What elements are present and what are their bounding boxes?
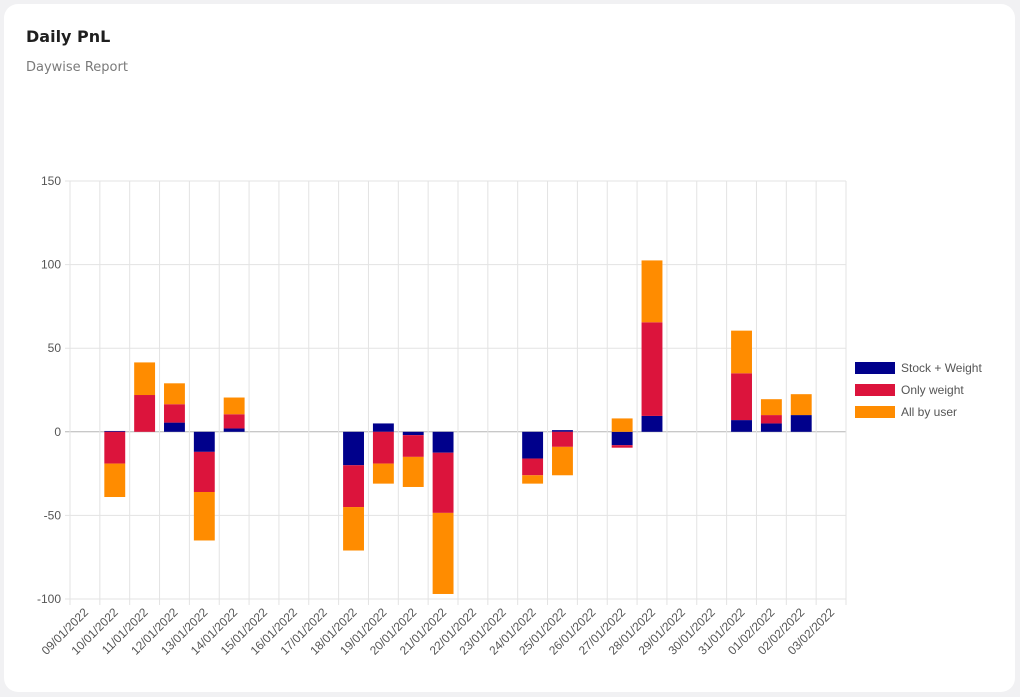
bar-segment[interactable] — [641, 415, 663, 432]
bar-segment[interactable] — [611, 431, 633, 446]
chart-bars — [104, 260, 812, 594]
chart-subtitle: Daywise Report — [26, 60, 128, 75]
bar-segment[interactable] — [760, 415, 782, 424]
bar-segment[interactable] — [134, 395, 156, 432]
bar-segment[interactable] — [193, 451, 215, 492]
chart-title: Daily PnL — [26, 27, 111, 46]
bar-segment[interactable] — [731, 373, 752, 421]
bar-segment[interactable] — [522, 458, 544, 476]
y-tick-label: 50 — [48, 341, 62, 355]
legend-swatch[interactable] — [855, 384, 895, 396]
bar-segment[interactable] — [193, 491, 215, 541]
bar-segment[interactable] — [343, 431, 364, 466]
bar-segment[interactable] — [760, 423, 782, 432]
bar-segment[interactable] — [104, 431, 126, 464]
bar-segment[interactable] — [522, 475, 544, 484]
bar-segment[interactable] — [193, 431, 215, 452]
bar-segment[interactable] — [372, 463, 394, 484]
legend-swatch[interactable] — [855, 362, 895, 374]
bar-segment[interactable] — [223, 397, 245, 415]
y-tick-label: -100 — [37, 592, 61, 606]
bar-segment[interactable] — [372, 431, 394, 464]
bar-segment[interactable] — [731, 330, 752, 374]
bar-segment[interactable] — [402, 431, 424, 436]
y-tick-label: 100 — [41, 258, 61, 272]
bar-segment[interactable] — [611, 418, 633, 432]
bar-segment[interactable] — [641, 260, 663, 323]
bar-segment[interactable] — [611, 445, 633, 448]
bar-segment[interactable] — [164, 404, 185, 423]
bar-segment[interactable] — [432, 512, 454, 594]
bar-segment[interactable] — [402, 456, 424, 487]
bar-segment[interactable] — [223, 414, 245, 429]
bar-segment[interactable] — [522, 431, 544, 459]
bar-segment[interactable] — [164, 422, 185, 432]
bar-segment[interactable] — [343, 465, 364, 508]
bar-segment[interactable] — [641, 322, 663, 416]
y-tick-label: 150 — [41, 174, 61, 188]
chart-grid — [65, 180, 847, 605]
bar-segment[interactable] — [552, 446, 573, 476]
bar-segment[interactable] — [104, 430, 126, 432]
legend-label[interactable]: Stock + Weight — [901, 361, 982, 375]
bar-segment[interactable] — [552, 431, 573, 447]
legend-label[interactable]: Only weight — [901, 383, 964, 397]
bar-segment[interactable] — [432, 452, 454, 513]
bar-segment[interactable] — [223, 428, 245, 432]
y-tick-label: -50 — [44, 508, 62, 522]
bar-segment[interactable] — [164, 383, 185, 405]
legend-label[interactable]: All by user — [901, 405, 957, 419]
bar-segment[interactable] — [790, 415, 812, 432]
bar-segment[interactable] — [760, 399, 782, 416]
bar-segment[interactable] — [552, 430, 573, 432]
bar-segment[interactable] — [343, 507, 364, 551]
bar-segment[interactable] — [134, 362, 156, 396]
bar-segment[interactable] — [790, 394, 812, 416]
bar-segment[interactable] — [432, 431, 454, 453]
bar-segment[interactable] — [372, 423, 394, 432]
bar-segment[interactable] — [402, 435, 424, 457]
bar-segment[interactable] — [104, 463, 126, 498]
legend-swatch[interactable] — [855, 406, 895, 418]
chart-legend[interactable]: Stock + Weight Only weight All by user — [855, 361, 982, 419]
bar-segment[interactable] — [731, 420, 752, 432]
y-tick-label: 0 — [54, 425, 61, 439]
